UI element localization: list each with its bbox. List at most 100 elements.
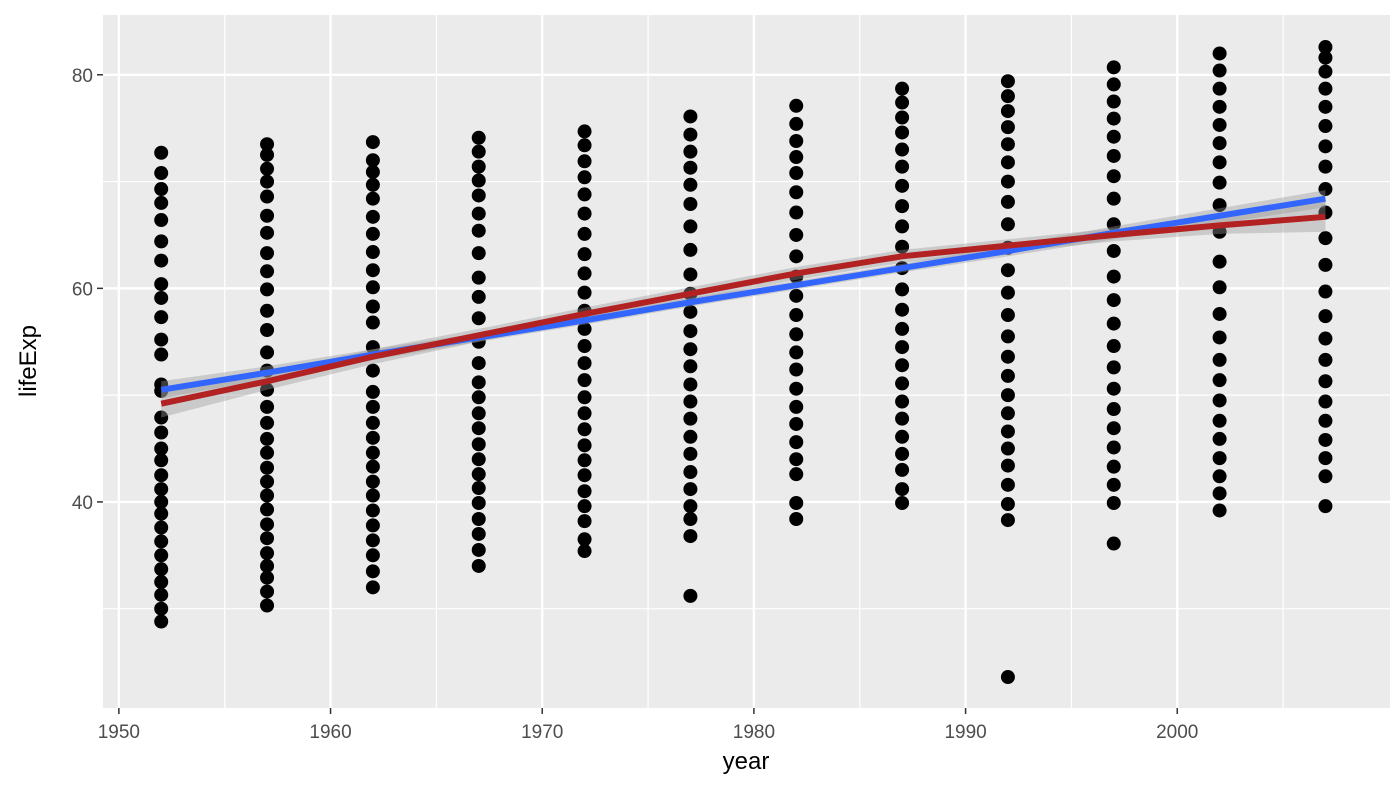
point [1212, 46, 1227, 61]
point [365, 299, 380, 314]
point [365, 384, 380, 399]
point [1000, 194, 1015, 209]
point [1318, 284, 1333, 299]
point [260, 431, 275, 446]
point [895, 239, 910, 254]
point [1318, 50, 1333, 65]
point [1318, 499, 1333, 514]
point [1000, 513, 1015, 528]
point [154, 441, 169, 456]
point [1000, 329, 1015, 344]
point [154, 213, 169, 228]
point [1106, 339, 1121, 354]
point [683, 219, 698, 234]
point [1212, 198, 1227, 213]
point [577, 138, 592, 153]
point [1212, 155, 1227, 170]
y-tick-label: 40 [72, 493, 93, 514]
x-axis-title: year [723, 748, 770, 775]
point [1318, 394, 1333, 409]
point [1106, 191, 1121, 206]
point [683, 588, 698, 603]
point [471, 311, 486, 326]
point [789, 467, 804, 482]
point [577, 438, 592, 453]
point [1212, 393, 1227, 408]
point [895, 394, 910, 409]
grid [103, 15, 1390, 708]
point [365, 340, 380, 355]
point [683, 160, 698, 175]
point [154, 253, 169, 268]
point [789, 185, 804, 200]
point [471, 375, 486, 390]
point [365, 518, 380, 533]
point [1318, 139, 1333, 154]
point [260, 208, 275, 223]
point [895, 219, 910, 234]
point [1000, 89, 1015, 104]
point [154, 614, 169, 629]
point [1106, 129, 1121, 144]
point [154, 182, 169, 197]
point [895, 81, 910, 96]
point [789, 345, 804, 360]
point [895, 282, 910, 297]
point [260, 323, 275, 337]
point [1106, 148, 1121, 163]
point [895, 199, 910, 214]
point [683, 342, 698, 357]
point [789, 134, 804, 148]
point [1212, 306, 1227, 321]
point [789, 98, 804, 113]
point [365, 280, 380, 295]
point [365, 177, 380, 192]
point [154, 575, 169, 589]
point [471, 526, 486, 541]
point [260, 282, 275, 297]
point [1212, 503, 1227, 518]
point [895, 125, 910, 140]
point [365, 209, 380, 224]
point [471, 144, 486, 159]
point [260, 546, 275, 561]
point [471, 558, 486, 573]
point [365, 263, 380, 278]
point [471, 421, 486, 436]
point [895, 110, 910, 125]
point [260, 502, 275, 517]
smooths [160, 190, 1326, 418]
point [1000, 349, 1015, 364]
point [789, 362, 804, 377]
point [471, 467, 486, 482]
x-tick-label: 1990 [944, 722, 986, 743]
point [895, 142, 910, 157]
point [154, 332, 169, 347]
point [1106, 169, 1121, 184]
point [1212, 330, 1227, 345]
point [1212, 63, 1227, 78]
point [1000, 155, 1015, 170]
x-tick-label: 1950 [98, 722, 140, 743]
point [154, 520, 169, 535]
point [365, 191, 380, 206]
point [683, 197, 698, 211]
point [577, 406, 592, 421]
point [1000, 104, 1015, 119]
point [260, 415, 275, 430]
point [1106, 269, 1121, 284]
point [154, 506, 169, 521]
point [1212, 352, 1227, 367]
point [154, 425, 169, 440]
point [260, 137, 275, 152]
point [1212, 175, 1227, 190]
point [895, 321, 910, 336]
point [683, 499, 698, 514]
point [365, 503, 380, 518]
point [683, 242, 698, 257]
axes: 1950 1960 1970 1980 1990 2000 40 60 80 [72, 66, 1199, 743]
point [471, 406, 486, 421]
point [154, 410, 169, 425]
point [260, 303, 275, 318]
point [1318, 432, 1333, 447]
